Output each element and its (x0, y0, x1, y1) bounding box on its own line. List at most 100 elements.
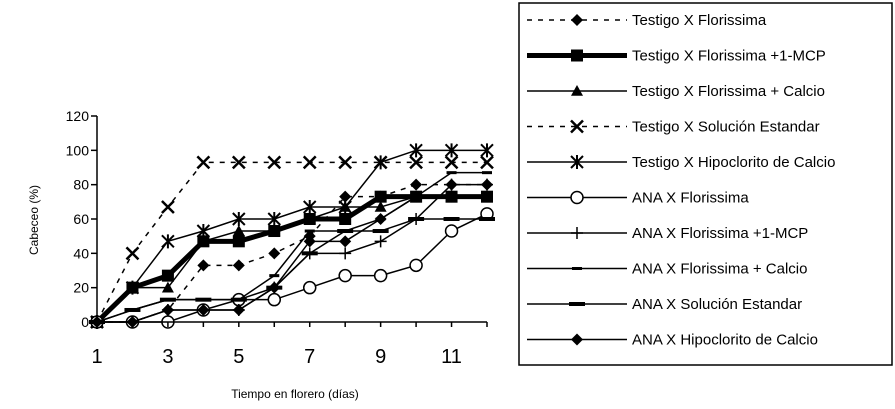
legend-item-7: ANA X Florissima +1-MCP (527, 225, 808, 242)
series-2-point-9 (374, 190, 387, 203)
series-4-point-7 (302, 155, 317, 170)
series-2 (91, 190, 493, 328)
legend-marker-2 (571, 49, 583, 62)
series-line-4 (96, 161, 487, 323)
series-6-point-10 (409, 258, 423, 273)
legend-marker-8 (572, 267, 582, 270)
legend-marker-9 (569, 302, 585, 306)
y-tick-label: 20 (73, 280, 89, 296)
legend-marker-3 (571, 85, 583, 96)
legend-label-3: Testigo X Florissima + Calcio (632, 83, 825, 100)
legend-item-1: Testigo X Florissima (527, 12, 767, 29)
legend-item-6: ANA X Florissima (527, 190, 749, 207)
legend-item-9: ANA X Solución Estandar (527, 296, 802, 313)
series-4-point-6 (267, 155, 282, 170)
series-5-point-3 (161, 234, 175, 249)
legend-label-5: Testigo X Hipoclorito de Calcio (632, 154, 835, 171)
series-9-point-7 (301, 251, 318, 256)
series-5-point-10 (409, 143, 423, 158)
series-9-point-11 (443, 217, 460, 221)
series-4-point-12 (480, 155, 494, 170)
legend-item-3: Testigo X Florissima + Calcio (527, 83, 825, 100)
legend-marker-4 (570, 119, 584, 134)
legend-label-1: Testigo X Florissima (632, 12, 767, 29)
y-tick-label: 60 (73, 211, 89, 227)
series-5-point-8 (338, 199, 352, 214)
legend-marker-5 (570, 155, 584, 169)
legend-item-2: Testigo X Florissima +1-MCP (527, 48, 826, 65)
series-1-point-5 (232, 259, 245, 272)
series-1-point-8 (339, 190, 352, 203)
series-4-point-5 (231, 155, 246, 170)
series-4-point-11 (444, 155, 459, 170)
x-tick-label: 11 (441, 346, 462, 368)
series-10-point-6 (268, 281, 281, 294)
series-9-point-8 (337, 229, 354, 234)
legend-label-4: Testigo X Solución Estandar (632, 119, 820, 136)
x-tick-label: 9 (375, 346, 386, 368)
series-4-point-10 (409, 155, 423, 170)
series-4-point-4 (196, 155, 211, 170)
series-10-point-5 (232, 303, 245, 316)
series-10 (91, 190, 493, 328)
series-4-point-8 (338, 155, 353, 170)
x-ticks: 1 3 5 7 9 11 (91, 322, 488, 368)
series-9-point-2 (124, 307, 141, 312)
x-tick-label: 5 (233, 346, 244, 368)
series-3-point-6 (268, 225, 281, 236)
series-9-point-4 (195, 297, 212, 302)
series-7-point-8 (339, 247, 352, 260)
legend-marker-10 (571, 333, 583, 346)
legend-label-8: ANA X Florissima + Calcio (632, 261, 807, 278)
legend-label-9: ANA X Solución Estandar (632, 296, 802, 313)
series-8-point-7 (304, 229, 315, 233)
series-7-point-11 (445, 178, 458, 191)
series-5-point-11 (444, 143, 459, 158)
series-4-point-3 (161, 200, 175, 214)
y-axis-label: Cabeceo (%) (27, 185, 41, 255)
series-5-point-5 (232, 212, 246, 226)
legend-items: Testigo X Florissima Testigo X Florissima… (527, 12, 835, 349)
legend-item-10: ANA X Hipoclorito de Calcio (527, 332, 818, 349)
legend-marker-7 (571, 227, 583, 239)
legend-label-10: ANA X Hipoclorito de Calcio (632, 332, 818, 349)
series-1-point-4 (197, 259, 210, 272)
series-9 (89, 217, 495, 324)
series-2-point-5 (232, 235, 245, 248)
series-1-point-10 (410, 178, 423, 191)
series-line-6 (97, 213, 488, 323)
series-4-point-2 (125, 246, 140, 261)
series-7-point-12 (481, 178, 493, 191)
legend-label-6: ANA X Florissima (632, 190, 749, 207)
x-axis-label: Tiempo en florero (días) (231, 387, 359, 401)
y-tick-label: 0 (81, 314, 89, 330)
x-tick-label: 3 (162, 346, 173, 368)
series-10-point-3 (161, 303, 174, 316)
legend-marker-1 (571, 14, 583, 26)
series-10-point-7 (303, 235, 316, 248)
series-3-point-5 (232, 225, 245, 236)
series-4 (90, 155, 494, 329)
series-6-point-6 (267, 292, 282, 307)
plot-area: 0 20 40 60 80 100 120 1 3 5 7 9 11 (66, 108, 495, 368)
legend-item-8: ANA X Florissima + Calcio (527, 261, 807, 278)
legend-label-2: Testigo X Florissima +1-MCP (632, 48, 826, 65)
series-9-point-10 (408, 217, 425, 221)
series-1-point-6 (268, 247, 281, 260)
series-8-point-11 (446, 171, 457, 175)
series-group (89, 143, 495, 329)
series-5 (90, 143, 494, 329)
series-10-point-9 (374, 213, 387, 225)
y-tick-label: 100 (66, 142, 90, 158)
series-7-point-9 (374, 235, 387, 248)
series-5-point-2 (125, 280, 140, 295)
series-6-point-8 (338, 268, 352, 283)
y-tick-label: 80 (73, 177, 89, 193)
series-9-point-3 (159, 297, 176, 302)
series-8-point-12 (482, 171, 492, 175)
series-8 (92, 171, 492, 324)
series-3-point-4 (197, 235, 210, 247)
series-9-point-9 (372, 229, 389, 234)
legend: Testigo X Florissima Testigo X Florissima… (518, 2, 893, 366)
series-10-point-4 (197, 303, 210, 316)
